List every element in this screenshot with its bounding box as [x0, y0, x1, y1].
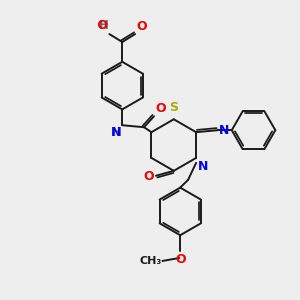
Text: S: S	[169, 101, 178, 114]
Text: O: O	[155, 102, 166, 115]
Text: O: O	[175, 253, 185, 266]
Text: CH₃: CH₃	[139, 256, 161, 266]
Text: O: O	[143, 170, 154, 183]
Text: O: O	[93, 19, 108, 32]
Text: H: H	[98, 19, 108, 32]
Text: H: H	[111, 126, 121, 139]
Text: N: N	[219, 124, 229, 137]
Text: N: N	[198, 160, 208, 173]
Text: N: N	[111, 126, 121, 139]
Text: O: O	[136, 20, 147, 33]
